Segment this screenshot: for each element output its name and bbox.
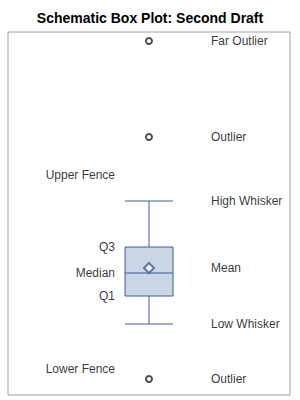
svg-text:Median: Median xyxy=(76,266,115,280)
svg-text:Q3: Q3 xyxy=(99,240,115,254)
svg-text:Low Whisker: Low Whisker xyxy=(211,317,280,331)
svg-text:Q1: Q1 xyxy=(99,289,115,303)
svg-text:Outlier: Outlier xyxy=(211,130,246,144)
svg-text:Schematic Box Plot: Second Dra: Schematic Box Plot: Second Draft xyxy=(37,10,264,26)
svg-text:High Whisker: High Whisker xyxy=(211,194,282,208)
svg-text:Far Outlier: Far Outlier xyxy=(211,34,268,48)
svg-text:Upper Fence: Upper Fence xyxy=(46,168,116,182)
svg-text:Outlier: Outlier xyxy=(211,372,246,386)
svg-text:Lower Fence: Lower Fence xyxy=(46,362,116,376)
svg-text:Mean: Mean xyxy=(211,261,241,275)
